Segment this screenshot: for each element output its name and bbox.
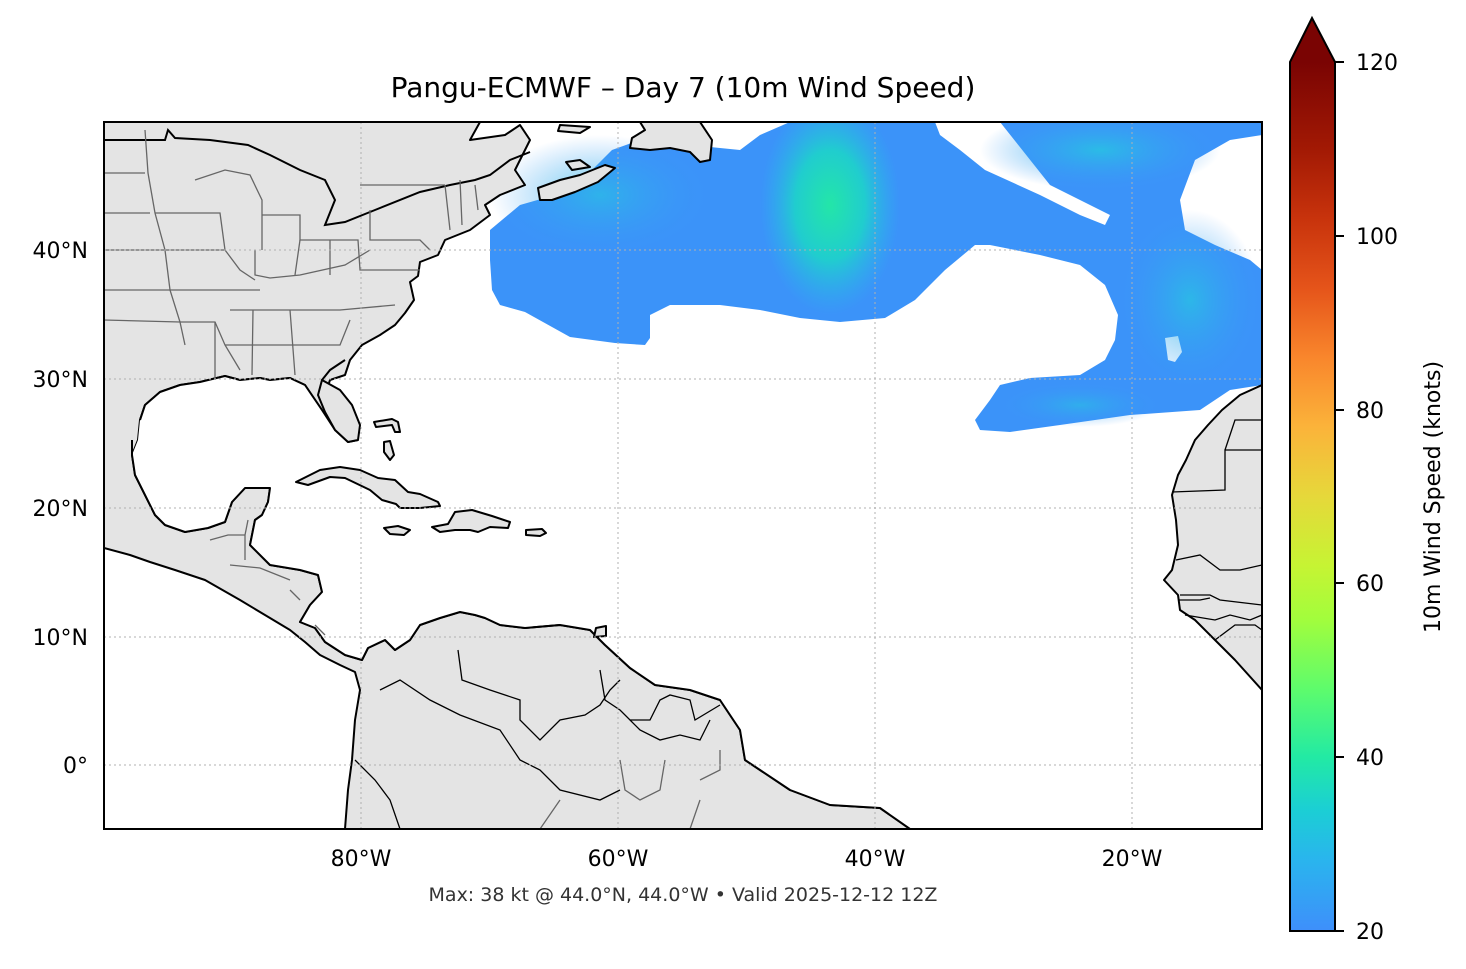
max-valid-caption: Max: 38 kt @ 44.0°N, 44.0°W • Valid 2025… — [428, 884, 938, 906]
chart-title: Pangu-ECMWF – Day 7 (10m Wind Speed) — [390, 71, 976, 104]
land-newfoundland — [629, 122, 713, 163]
x-tick-40w: 40°W — [845, 847, 906, 872]
colorbar-tick-40: 40 — [1356, 746, 1384, 771]
x-tick-20w: 20°W — [1102, 847, 1163, 872]
colorbar-tick-80: 80 — [1356, 399, 1384, 424]
colorbar-label: 10m Wind Speed (knots) — [1421, 361, 1446, 633]
land-anticosti — [557, 124, 591, 134]
colorbar-tick-60: 60 — [1356, 572, 1384, 597]
y-tick-0: 0° — [63, 754, 88, 779]
land-florida — [317, 379, 361, 443]
gridlines — [104, 122, 1262, 829]
land-cuba — [295, 466, 441, 509]
land-hispaniola — [431, 509, 511, 533]
x-tick-60w: 60°W — [588, 847, 649, 872]
y-axis-labels: 40°N 30°N 20°N 10°N 0° — [33, 239, 88, 779]
colorbar-tick-100: 100 — [1356, 225, 1398, 250]
land-jamaica — [383, 525, 411, 536]
colorbar-body — [1290, 62, 1335, 931]
land-bahamas-2 — [383, 440, 395, 461]
land-trinidad — [593, 625, 607, 638]
axes-frame — [103, 121, 1263, 830]
land-bahamas-1 — [373, 418, 401, 433]
x-tick-80w: 80°W — [331, 847, 392, 872]
land — [104, 122, 1262, 829]
colorbar-tick-120: 120 — [1356, 51, 1398, 76]
colorbar-tick-20: 20 — [1356, 920, 1384, 945]
y-tick-10n: 10°N — [33, 626, 88, 651]
land-nova-scotia — [537, 164, 616, 201]
y-tick-40n: 40°N — [33, 239, 88, 264]
y-tick-30n: 30°N — [33, 368, 88, 393]
x-axis-labels: 80°W 60°W 40°W 20°W — [331, 847, 1163, 872]
land-puerto-rico — [525, 528, 547, 537]
colorbar-extend-arrow — [1290, 18, 1335, 62]
y-tick-20n: 20°N — [33, 497, 88, 522]
colorbar: 20 40 60 80 100 120 10m Wind Speed (knot… — [1289, 15, 1446, 945]
land-pei — [565, 159, 591, 171]
